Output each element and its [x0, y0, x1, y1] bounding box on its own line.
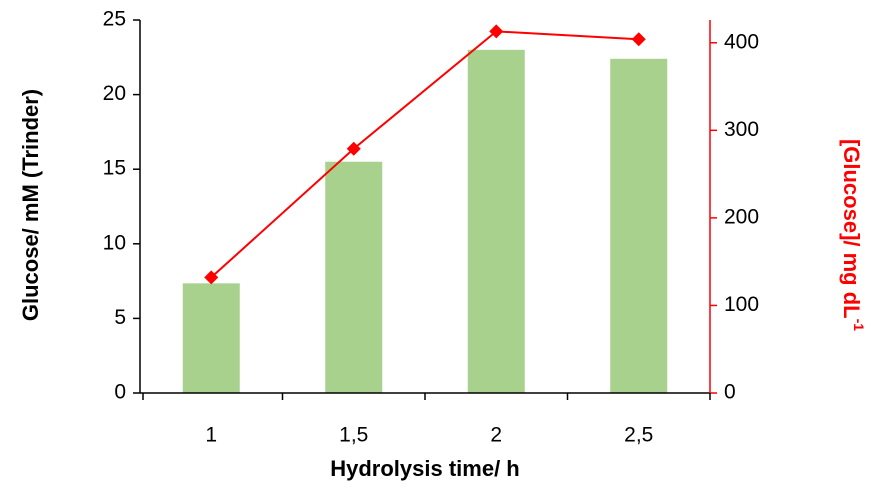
x-tick-label: 1,5	[339, 424, 368, 447]
marker	[631, 32, 646, 47]
y2-axis-title-superscript: -1	[851, 319, 867, 332]
y-tick-label: 0	[114, 381, 126, 404]
marker	[204, 270, 219, 285]
bar	[467, 49, 525, 394]
x-tick-label: 2,5	[624, 424, 653, 447]
y2-tick-label: 100	[724, 293, 759, 316]
y2-tick-label: 200	[724, 205, 759, 228]
bar	[182, 283, 240, 393]
bar	[610, 58, 668, 394]
y2-tick-label: 300	[724, 118, 759, 141]
x-tick-label: 1	[205, 424, 217, 447]
y-tick-label: 10	[103, 231, 126, 254]
y-tick-label: 5	[114, 306, 126, 329]
line	[210, 30, 639, 279]
x-axis-title: Hydrolysis time/ h	[330, 456, 520, 481]
y2-tick-label: 0	[724, 381, 736, 404]
y2-tick-label: 400	[724, 30, 759, 53]
y-tick-label: 25	[103, 8, 126, 31]
y2-axis-title: [Glucose]/ mg dL-1	[839, 139, 867, 331]
x-tick-label: 2	[490, 424, 502, 447]
y-tick-label: 20	[103, 82, 126, 105]
y2-axis-title-text: [Glucose]/ mg dL	[839, 139, 864, 319]
marker	[346, 141, 361, 156]
bar	[325, 161, 383, 393]
y-axis-title: Glucose/ mM (Trinder)	[18, 89, 43, 321]
y-tick-label: 15	[103, 157, 126, 180]
marker	[489, 24, 504, 39]
